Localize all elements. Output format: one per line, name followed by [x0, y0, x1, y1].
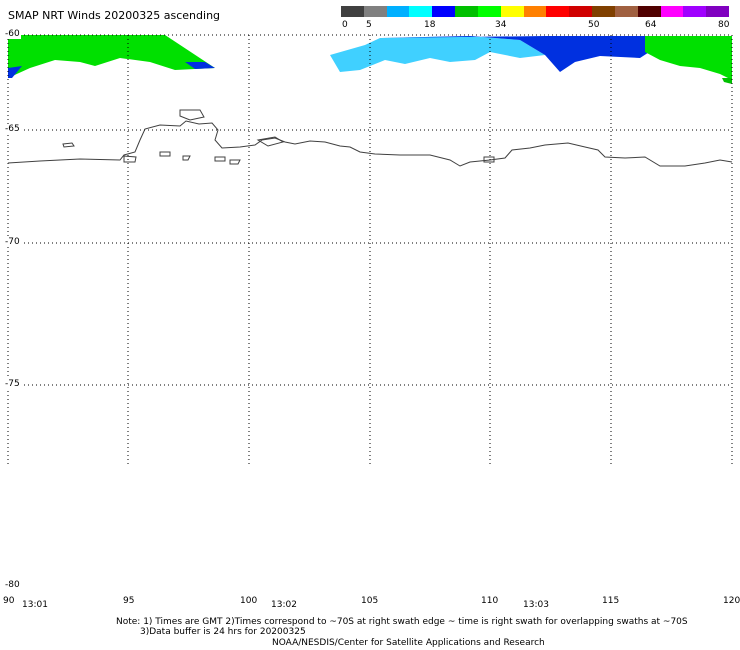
colorbar-swatch: [341, 6, 364, 17]
colorbar-tick-0: 0: [342, 20, 348, 30]
wind-swath-center: [330, 36, 545, 72]
colorbar-swatch: [432, 6, 456, 17]
note-line-3: NOAA/NESDIS/Center for Satellite Applica…: [272, 638, 545, 648]
graticule: [7, 34, 733, 465]
wind-swath-left-tip: [185, 62, 215, 69]
wind-swath-right-tip: [722, 78, 732, 84]
wind-swaths: [8, 35, 732, 84]
colorbar-swatch: [363, 6, 387, 17]
lat-label-70: -70: [4, 237, 21, 247]
lat-label-60: -60: [4, 29, 21, 39]
colorbar-tick-64: 64: [645, 20, 657, 30]
wind-swath-left-edge: [8, 66, 22, 78]
lat-label-65: -65: [4, 124, 21, 134]
colorbar-swatch: [409, 6, 433, 17]
colorbar-tick-34: 34: [495, 20, 507, 30]
colorbar-swatch: [706, 6, 730, 17]
lon-label-95: 95: [123, 596, 135, 606]
time-label-1: 13:01: [22, 600, 48, 610]
note-line-2: 3)Data buffer is 24 hrs for 20200325: [140, 627, 306, 637]
colorbar-swatch: [386, 6, 410, 17]
colorbar-swatch: [637, 6, 661, 17]
colorbar-tick-80: 80: [718, 20, 730, 30]
colorbar-swatch: [477, 6, 501, 17]
lon-label-110: 110: [481, 596, 499, 606]
colorbar-swatch: [592, 6, 615, 17]
colorbar-tick-50: 50: [588, 20, 600, 30]
lat-label-75: -75: [4, 379, 21, 389]
map-title: SMAP NRT Winds 20200325 ascending: [8, 9, 221, 22]
time-label-3: 13:03: [523, 600, 549, 610]
colorbar-swatch: [614, 6, 638, 17]
lon-label-100: 100: [240, 596, 258, 606]
time-label-2: 13:02: [271, 600, 297, 610]
lon-label-115: 115: [602, 596, 620, 606]
note-line-1: Note: 1) Times are GMT 2)Times correspon…: [116, 617, 688, 627]
colorbar-swatch: [569, 6, 593, 17]
lon-label-120: 120: [723, 596, 740, 606]
wind-swath-right: [645, 36, 732, 80]
colorbar-swatch: [500, 6, 524, 17]
colorbar-swatch: [455, 6, 478, 17]
wind-swath-left: [8, 35, 215, 78]
colorbar-swatch: [523, 6, 547, 17]
wind-swath-center-blue: [380, 36, 660, 72]
colorbar-tick-5: 5: [366, 20, 372, 30]
lon-label-105: 105: [361, 596, 379, 606]
colorbar-tick-18: 18: [424, 20, 436, 30]
lon-label-90: 90: [3, 596, 15, 606]
wind-speed-colorbar: [341, 6, 730, 17]
antarctic-coastline: [7, 109, 733, 167]
colorbar-swatch: [660, 6, 684, 17]
colorbar-swatch: [546, 6, 570, 17]
colorbar-swatch: [683, 6, 707, 17]
lat-label-80: -80: [4, 580, 21, 590]
